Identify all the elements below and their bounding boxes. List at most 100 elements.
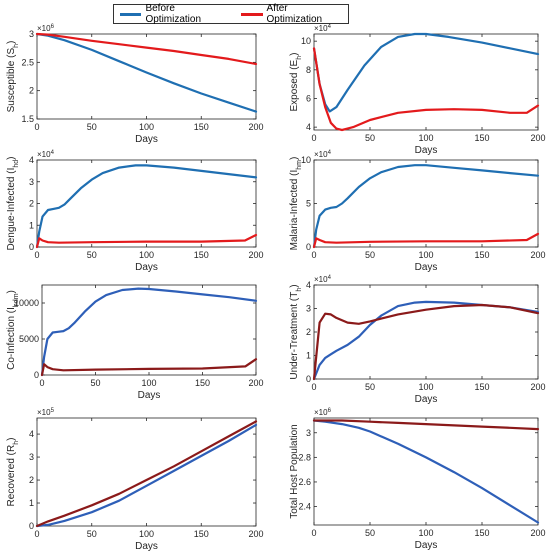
- plot-area: [36, 417, 257, 527]
- y-tick-label: 5: [306, 199, 311, 209]
- x-tick-label: 150: [195, 378, 210, 388]
- chart-panel-8: 0 50 100 150 200 2.4 2.6 2.8 3 ×106 Days Total Host…: [289, 408, 546, 551]
- x-axis-label: Days: [135, 262, 158, 273]
- legend-label-before: Before Optimization: [145, 3, 202, 25]
- x-tick-label: 50: [365, 250, 375, 260]
- x-tick-label: 50: [90, 378, 100, 388]
- x-tick-label: 150: [194, 122, 209, 132]
- y-tick-label: 3: [29, 29, 34, 39]
- chart-panel-6: 0 50 100 150 200 0 1 2 3 4×104 Days Under-Treatment…: [289, 275, 546, 405]
- x-tick-label: 50: [365, 528, 375, 538]
- y-tick-label: 1: [29, 220, 34, 230]
- x-tick-label: 0: [311, 133, 316, 143]
- y-tick-label: 3: [306, 304, 311, 314]
- y-tick-label: 0: [29, 242, 34, 252]
- y-tick-label: 2: [306, 327, 311, 337]
- y-tick-label: 4: [29, 155, 34, 165]
- x-tick-label: 0: [311, 250, 316, 260]
- series-line-after-optimization: [312, 303, 540, 381]
- y-axis-label: Total Host Population: [289, 424, 300, 519]
- axis-exponent-label: ×104: [314, 150, 332, 159]
- x-tick-label: 100: [418, 382, 433, 392]
- y-axis-label: Co-Infection (Ihdm): [6, 290, 20, 370]
- y-axis-label: Recovered (Rh): [6, 438, 20, 507]
- x-tick-label: 100: [139, 122, 154, 132]
- y-tick-label: 4: [306, 280, 311, 290]
- series-line-before-optimization: [35, 164, 258, 249]
- y-axis-label: Dengue-Infected (Ihd): [6, 157, 20, 251]
- series-line-before-optimization: [312, 32, 540, 113]
- series-line-before-optimization: [35, 423, 258, 528]
- x-tick-label: 200: [248, 378, 263, 388]
- series-line-after-optimization: [312, 419, 540, 431]
- y-axis-label: Malaria-Infected (Ihm): [289, 157, 303, 251]
- y-tick-label: 6: [306, 93, 311, 103]
- x-tick-label: 50: [87, 250, 97, 260]
- y-tick-label: 0: [306, 374, 311, 384]
- axis-exponent-label: ×106: [37, 24, 55, 33]
- y-tick-label: 2: [29, 86, 34, 96]
- plot-area: [41, 284, 257, 376]
- legend-item-after: After Optimization: [241, 3, 344, 25]
- y-tick-label: 3: [29, 177, 34, 187]
- series-line-after-optimization: [40, 358, 258, 377]
- x-tick-label: 100: [141, 378, 156, 388]
- y-tick-label: 2.6: [298, 477, 311, 487]
- x-axis-label: Days: [135, 541, 158, 552]
- series-line-before-optimization: [312, 419, 540, 524]
- y-tick-label: 10: [301, 155, 311, 165]
- x-tick-label: 200: [248, 250, 263, 260]
- y-tick-label: 0: [29, 521, 34, 531]
- series-line-after-optimization: [312, 47, 540, 132]
- y-tick-label: 0: [34, 370, 39, 380]
- y-tick-label: 2.8: [298, 452, 311, 462]
- y-tick-label: 2.4: [298, 502, 311, 512]
- y-tick-label: 0: [306, 242, 311, 252]
- series-line-before-optimization: [312, 164, 540, 249]
- y-tick-label: 2: [29, 475, 34, 485]
- x-tick-label: 150: [474, 250, 489, 260]
- y-tick-label: 8: [306, 65, 311, 75]
- series-line-after-optimization: [35, 420, 258, 528]
- x-tick-label: 150: [474, 528, 489, 538]
- plot-area: [313, 284, 539, 380]
- chart-panel-1: 0 50 100 150 200 1.5 2 2.5 3×106 Days Susceptible …: [6, 24, 264, 145]
- y-axis-label: Under-Treatment (Th): [289, 284, 303, 379]
- x-tick-label: 100: [418, 528, 433, 538]
- x-tick-label: 100: [139, 529, 154, 539]
- axis-exponent-label: ×105: [37, 408, 55, 417]
- series-line-before-optimization: [40, 287, 258, 377]
- x-tick-label: 200: [530, 528, 545, 538]
- x-tick-label: 50: [365, 133, 375, 143]
- x-tick-label: 150: [474, 133, 489, 143]
- x-tick-label: 0: [311, 382, 316, 392]
- x-tick-label: 200: [248, 529, 263, 539]
- x-tick-label: 100: [418, 250, 433, 260]
- y-tick-label: 10: [301, 36, 311, 46]
- chart-panel-5: 0 50 100 150 200 0 5000 10000 Days Co-Infection (…: [6, 284, 264, 401]
- y-tick-label: 1: [29, 498, 34, 508]
- x-tick-label: 200: [530, 250, 545, 260]
- x-axis-label: Days: [415, 394, 438, 405]
- x-tick-label: 50: [87, 122, 97, 132]
- x-tick-label: 150: [194, 529, 209, 539]
- x-tick-label: 0: [311, 528, 316, 538]
- axis-exponent-label: ×106: [314, 408, 332, 417]
- plot-area: [313, 33, 539, 131]
- y-tick-label: 4: [29, 429, 34, 439]
- series-line-after-optimization: [312, 232, 540, 249]
- y-tick-label: 10000: [14, 298, 39, 308]
- y-axis-label: Exposed (Eh): [289, 53, 303, 112]
- y-tick-label: 5000: [19, 334, 39, 344]
- y-tick-label: 4: [306, 122, 311, 132]
- legend-label-after: After Optimization: [266, 3, 323, 25]
- x-tick-label: 0: [34, 250, 39, 260]
- chart-panel-3: 0 50 100 150 200 0 1 2 3 4×104 Days Dengue-Infected…: [6, 150, 264, 273]
- series-line-after-optimization: [35, 233, 258, 249]
- axis-exponent-label: ×104: [314, 275, 332, 284]
- series-line-before-optimization: [35, 32, 258, 113]
- y-axis-label: Susceptible (Sh): [6, 41, 20, 113]
- x-tick-label: 50: [87, 529, 97, 539]
